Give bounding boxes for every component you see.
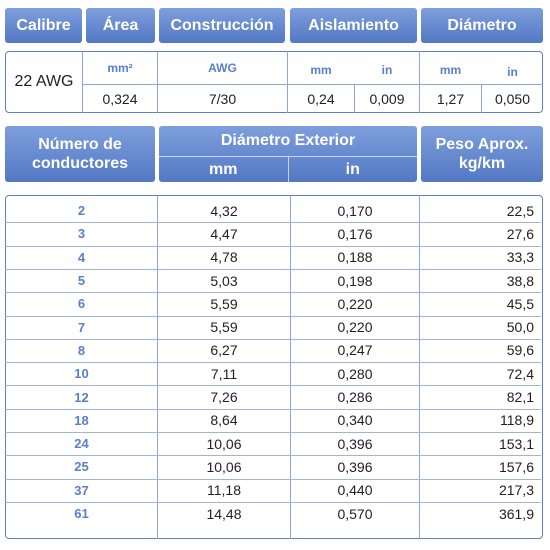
row-peso: 118,9 (500, 412, 534, 429)
row-num-conductores: 3 (77, 226, 86, 242)
value-aislamiento-mm: 0,24 (307, 91, 335, 107)
row-num-conductores: 12 (74, 389, 89, 405)
row-diametro-in: 0,280 (337, 365, 373, 382)
unit-construccion: AWG (208, 61, 237, 75)
row-diametro-mm: 10,06 (206, 435, 242, 452)
row-diametro-in: 0,176 (337, 225, 373, 242)
unit-diametro-in: in (507, 65, 518, 79)
row-num-conductores: 24 (74, 436, 89, 452)
header-calibre: Calibre (5, 8, 82, 43)
row-diametro-mm: 7,11 (210, 365, 238, 382)
row-peso: 59,6 (506, 342, 534, 359)
row-peso: 361,9 (498, 505, 534, 522)
row-diametro-in: 0,440 (337, 482, 373, 499)
row-diametro-mm: 8,64 (210, 412, 238, 429)
header-diametro: Diámetro (421, 8, 543, 43)
row-diametro-in: 0,396 (337, 435, 373, 452)
row-peso: 33,3 (506, 249, 534, 266)
row-diametro-in: 0,247 (337, 342, 373, 359)
row-num-conductores: 61 (74, 506, 89, 522)
unit-area: mm² (107, 61, 133, 75)
row-peso: 27,6 (506, 225, 534, 242)
bottom-table-frame (5, 195, 543, 539)
header-construccion: Construcción (159, 8, 285, 43)
row-diametro-in: 0,170 (337, 202, 373, 219)
header-num-conductores: Número de conductores (5, 126, 155, 182)
row-diametro-in: 0,396 (337, 458, 373, 475)
unit-aislamiento-mm: mm (310, 63, 332, 77)
row-num-conductores: 4 (77, 249, 86, 265)
row-diametro-mm: 14,48 (206, 505, 242, 522)
unit-diametro-mm: mm (439, 63, 462, 77)
row-peso: 217,3 (498, 482, 534, 499)
unit-aislamiento-in: in (381, 63, 393, 77)
row-diametro-mm: 4,32 (210, 202, 238, 219)
row-diametro-mm: 6,27 (210, 342, 238, 359)
row-diametro-in: 0,220 (337, 295, 373, 312)
row-diametro-mm: 4,47 (210, 225, 238, 242)
row-diametro-mm: 10,06 (206, 458, 242, 475)
row-diametro-mm: 11,18 (207, 482, 241, 499)
header-diametro-exterior: Diámetro Exterior (159, 126, 417, 157)
row-diametro-mm: 4,78 (210, 249, 238, 266)
row-peso: 38,8 (506, 272, 534, 289)
row-diametro-in: 0,570 (337, 505, 373, 522)
header-diametro-exterior-group: Diámetro Exterior mm in (159, 126, 417, 182)
row-num-conductores: 18 (74, 412, 89, 428)
row-num-conductores: 5 (77, 273, 86, 289)
row-diametro-in: 0,340 (337, 412, 373, 429)
row-diametro-in: 0,198 (337, 272, 373, 289)
row-peso: 50,0 (506, 319, 534, 336)
header-area: Área (86, 8, 155, 43)
header-diametro-mm: mm (159, 157, 289, 182)
row-diametro-in: 0,220 (337, 319, 373, 336)
row-diametro-in: 0,188 (337, 249, 373, 266)
row-peso: 82,1 (506, 389, 534, 406)
row-num-conductores: 2 (77, 203, 86, 219)
value-aislamiento-in: 0,009 (369, 91, 405, 107)
row-peso: 45,5 (506, 295, 534, 312)
row-peso: 153,1 (498, 435, 534, 452)
row-diametro-mm: 7,26 (210, 389, 238, 406)
value-diametro-mm: 1,27 (436, 91, 465, 107)
row-diametro-mm: 5,03 (210, 272, 238, 289)
row-num-conductores: 37 (74, 482, 89, 498)
row-diametro-mm: 5,59 (210, 295, 238, 312)
value-area: 0,324 (102, 91, 138, 107)
header-peso: Peso Aprox. kg/km (421, 126, 543, 182)
header-diametro-in: in (345, 161, 360, 178)
row-peso: 22,5 (506, 202, 534, 219)
row-num-conductores: 10 (74, 366, 89, 382)
value-construccion: 7/30 (208, 91, 237, 107)
row-diametro-in: 0,286 (337, 389, 373, 406)
header-aislamiento: Aislamiento (290, 8, 417, 43)
row-peso: 157,6 (498, 458, 534, 475)
top-table-frame (5, 51, 543, 113)
row-num-conductores: 6 (77, 296, 86, 312)
value-diametro-in: 0,050 (494, 91, 531, 107)
row-num-conductores: 8 (77, 342, 86, 358)
row-num-conductores: 25 (74, 459, 89, 475)
row-peso: 72,4 (506, 365, 534, 382)
row-diametro-mm: 5,59 (210, 319, 238, 336)
value-calibre: 22 AWG (14, 73, 74, 90)
row-num-conductores: 7 (77, 319, 86, 335)
